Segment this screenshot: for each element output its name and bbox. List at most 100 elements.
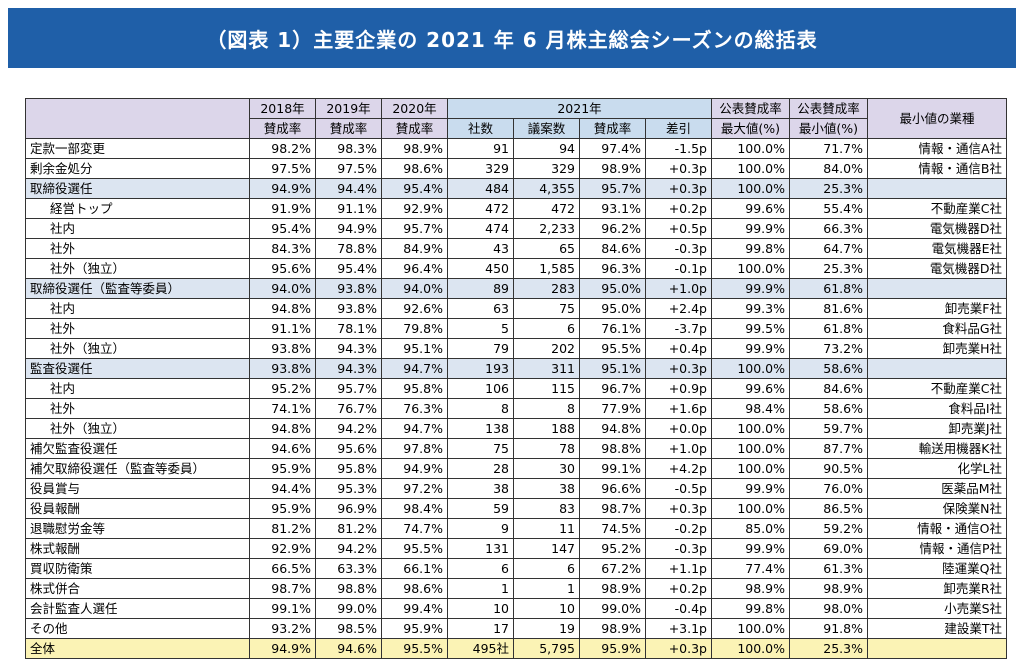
table-row: 監査役選任 93.8% 94.3% 94.7% 193 311 95.1% +0.3p 100.… (25, 358, 1007, 379)
cell-min: 25.3% (789, 178, 868, 199)
cell-industry: 医薬品M社 (867, 478, 1007, 499)
cell-max: 100.0% (711, 358, 790, 379)
cell-r2018: 94.8% (249, 298, 316, 319)
summary-table: 2018年 2019年 2020年 2021年 公表賛成率 公表賛成率 最小値の… (25, 98, 1007, 659)
cell-proposals: 75 (513, 298, 580, 319)
cell-r2019: 95.6% (315, 438, 382, 459)
cell-diff: -1.5p (645, 138, 712, 159)
cell-r2019: 98.3% (315, 138, 382, 159)
header-row-1: 2018年 2019年 2020年 2021年 公表賛成率 公表賛成率 最小値の… (25, 98, 1007, 139)
cell-proposals: 147 (513, 538, 580, 559)
cell-max: 100.0% (711, 138, 790, 159)
cell-industry: 化学L社 (867, 458, 1007, 479)
cell-r2021: 96.6% (579, 478, 646, 499)
cell-proposals: 329 (513, 158, 580, 179)
page-title: （図表 1）主要企業の 2021 年 6 月株主総会シーズンの総括表 (206, 27, 818, 52)
table-row: 定款一部変更 98.2% 98.3% 98.9% 91 94 97.4% -1.5p 100.0… (25, 138, 1007, 159)
cell-r2021: 97.4% (579, 138, 646, 159)
cell-max: 99.8% (711, 598, 790, 619)
cell-diff: +1.6p (645, 398, 712, 419)
cell-r2020: 95.5% (381, 638, 448, 659)
cell-diff: +0.5p (645, 218, 712, 239)
cell-min: 73.2% (789, 338, 868, 359)
cell-max: 99.9% (711, 278, 790, 299)
cell-proposals: 83 (513, 498, 580, 519)
cell-label: その他 (25, 618, 250, 639)
cell-diff: +0.0p (645, 418, 712, 439)
cell-industry: 卸売業H社 (867, 338, 1007, 359)
cell-companies: 329 (447, 158, 514, 179)
cell-min: 71.7% (789, 138, 868, 159)
cell-min: 55.4% (789, 198, 868, 219)
cell-r2021: 77.9% (579, 398, 646, 419)
cell-min: 87.7% (789, 438, 868, 459)
cell-r2020: 98.6% (381, 158, 448, 179)
cell-r2020: 84.9% (381, 238, 448, 259)
cell-industry: 保険業N社 (867, 498, 1007, 519)
cell-min: 90.5% (789, 458, 868, 479)
cell-diff: +3.1p (645, 618, 712, 639)
cell-r2019: 91.1% (315, 198, 382, 219)
cell-diff: +0.3p (645, 638, 712, 659)
cell-r2018: 95.9% (249, 498, 316, 519)
cell-companies: 450 (447, 258, 514, 279)
table-row: 剰余金処分 97.5% 97.5% 98.6% 329 329 98.9% +0.3p 100.… (25, 158, 1007, 179)
table-row: その他 93.2% 98.5% 95.9% 17 19 98.9% +3.1p 100.0% 91… (25, 618, 1007, 639)
cell-r2021: 95.5% (579, 338, 646, 359)
cell-min: 66.3% (789, 218, 868, 239)
cell-companies: 9 (447, 518, 514, 539)
cell-r2020: 95.1% (381, 338, 448, 359)
cell-proposals: 19 (513, 618, 580, 639)
cell-proposals: 78 (513, 438, 580, 459)
cell-r2018: 93.2% (249, 618, 316, 639)
cell-min: 25.3% (789, 638, 868, 659)
cell-r2020: 74.7% (381, 518, 448, 539)
cell-max: 99.6% (711, 378, 790, 399)
cell-label: 補欠取締役選任（監査等委員） (25, 458, 250, 479)
cell-min: 81.6% (789, 298, 868, 319)
cell-r2020: 96.4% (381, 258, 448, 279)
table-row: 補欠監査役選任 94.6% 95.6% 97.8% 75 78 98.8% +1.0p 100.… (25, 438, 1007, 459)
header-rate-2021: 賛成率 (579, 118, 646, 139)
cell-companies: 43 (447, 238, 514, 259)
cell-r2020: 79.8% (381, 318, 448, 339)
table-row: 社外（独立） 95.6% 95.4% 96.4% 450 1,585 96.3% -0.1p 1… (25, 258, 1007, 279)
cell-label: 社外 (25, 398, 250, 419)
cell-diff: +0.2p (645, 578, 712, 599)
cell-r2018: 98.7% (249, 578, 316, 599)
cell-companies: 63 (447, 298, 514, 319)
cell-min: 76.0% (789, 478, 868, 499)
cell-companies: 472 (447, 198, 514, 219)
cell-companies: 59 (447, 498, 514, 519)
cell-r2019: 76.7% (315, 398, 382, 419)
cell-r2019: 94.2% (315, 538, 382, 559)
table-row: 社外（独立） 94.8% 94.2% 94.7% 138 188 94.8% +0.0p 100… (25, 418, 1007, 439)
header-max-bottom: 最大値(%) (711, 118, 790, 139)
cell-r2019: 95.3% (315, 478, 382, 499)
cell-diff: +0.3p (645, 158, 712, 179)
cell-companies: 1 (447, 578, 514, 599)
cell-r2021: 67.2% (579, 558, 646, 579)
cell-max: 100.0% (711, 438, 790, 459)
table-row: 社内 94.8% 93.8% 92.6% 63 75 95.0% +2.4p 99.3% 81.6… (25, 298, 1007, 319)
cell-r2021: 74.5% (579, 518, 646, 539)
cell-r2019: 94.6% (315, 638, 382, 659)
cell-r2020: 99.4% (381, 598, 448, 619)
cell-min: 58.6% (789, 358, 868, 379)
cell-proposals: 38 (513, 478, 580, 499)
cell-label: 社内 (25, 298, 250, 319)
cell-industry: 電気機器E社 (867, 238, 1007, 259)
cell-r2018: 93.8% (249, 358, 316, 379)
cell-min: 25.3% (789, 258, 868, 279)
cell-min: 61.8% (789, 318, 868, 339)
cell-r2020: 98.4% (381, 498, 448, 519)
cell-min: 98.0% (789, 598, 868, 619)
cell-industry (867, 178, 1007, 199)
cell-label: 取締役選任 (25, 178, 250, 199)
cell-r2021: 96.3% (579, 258, 646, 279)
cell-industry: 卸売業J社 (867, 418, 1007, 439)
cell-r2018: 93.8% (249, 338, 316, 359)
cell-diff: +1.0p (645, 278, 712, 299)
table-row: 退職慰労金等 81.2% 81.2% 74.7% 9 11 74.5% -0.2p 85.0% 5… (25, 518, 1007, 539)
cell-diff: -3.7p (645, 318, 712, 339)
